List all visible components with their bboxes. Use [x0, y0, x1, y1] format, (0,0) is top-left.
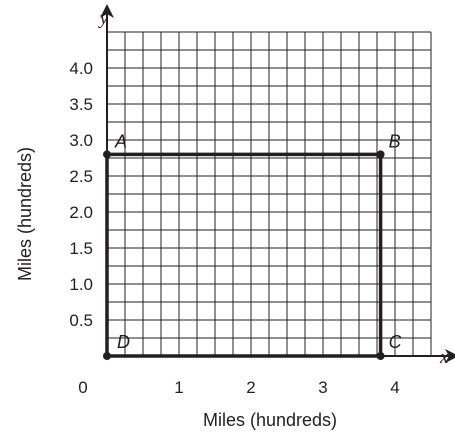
- x-tick-label: 3: [318, 378, 327, 397]
- grid: [107, 31, 432, 356]
- x-axis-title: Miles (hundreds): [203, 410, 337, 430]
- y-tick-label: 2.0: [69, 203, 93, 222]
- x-tick-label: 2: [246, 378, 255, 397]
- x-axis-variable-label: x: [439, 347, 449, 368]
- point-label-C: C: [389, 332, 403, 352]
- point-label-B: B: [389, 131, 401, 151]
- y-tick-label: 1.5: [69, 239, 93, 258]
- y-tick-label: 0.5: [69, 311, 93, 330]
- origin-label: 0: [78, 378, 87, 397]
- point-label-A: A: [114, 131, 127, 151]
- y-tick-label: 2.5: [69, 167, 93, 186]
- x-axis-arrowhead: [445, 349, 455, 363]
- y-axis-title: Miles (hundreds): [15, 147, 35, 281]
- point-B: [376, 150, 385, 159]
- rectangle-abcd: [103, 150, 385, 360]
- y-axis-arrowhead: [100, 4, 114, 18]
- y-axis-variable-label: y: [98, 8, 109, 29]
- y-tick-label: 4.0: [69, 59, 93, 78]
- y-tick-label: 1.0: [69, 275, 93, 294]
- x-tick-label: 4: [390, 378, 399, 397]
- labels: 1 2 3 4 0.5 1.0 1.5 2.0 2.5 3.0 3.5 4.0 A B C D: [69, 59, 402, 397]
- x-tick-label: 1: [174, 378, 183, 397]
- y-tick-label: 3.5: [69, 95, 93, 114]
- point-label-D: D: [117, 332, 130, 352]
- y-tick-label: 3.0: [69, 131, 93, 150]
- axes: [100, 4, 455, 363]
